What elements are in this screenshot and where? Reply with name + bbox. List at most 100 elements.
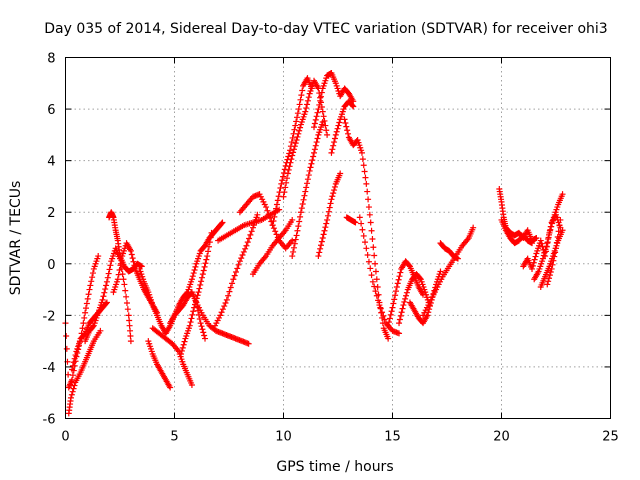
data-point: [335, 122, 342, 129]
data-point: [291, 240, 298, 247]
data-point: [329, 193, 336, 200]
data-point: [223, 296, 230, 303]
data-point: [290, 244, 297, 251]
data-point: [330, 190, 337, 197]
data-point: [372, 260, 379, 267]
data-point: [106, 266, 113, 273]
data-point: [63, 332, 70, 339]
data-point: [393, 283, 400, 290]
y-tick-label: -4: [43, 361, 56, 376]
data-point: [180, 341, 187, 348]
data-point: [324, 216, 331, 223]
data-point: [199, 271, 206, 278]
series-arc21: [311, 69, 357, 131]
data-point: [308, 160, 315, 167]
data-point: [102, 286, 109, 293]
data-point: [377, 305, 384, 312]
data-point: [319, 108, 326, 115]
data-point: [391, 296, 398, 303]
data-point: [551, 253, 558, 260]
data-point: [470, 224, 477, 231]
data-point: [288, 139, 295, 146]
data-point: [319, 235, 326, 241]
series-arc7: [136, 265, 191, 337]
data-point: [364, 188, 371, 195]
plot-frame: [65, 57, 611, 419]
data-point: [204, 253, 211, 260]
data-point: [297, 209, 304, 216]
data-point: [363, 245, 370, 252]
data-point: [329, 146, 336, 153]
data-point: [331, 135, 338, 142]
data-point: [287, 159, 294, 166]
data-point: [287, 147, 294, 154]
x-tick-label: 20: [493, 430, 510, 445]
data-point: [394, 280, 401, 287]
data-point: [121, 281, 128, 288]
data-point: [370, 244, 377, 251]
data-point: [70, 385, 77, 392]
data-point: [322, 224, 329, 231]
data-point: [299, 87, 306, 94]
data-point: [343, 123, 350, 130]
series-arc35: [531, 211, 564, 283]
data-point: [272, 209, 279, 216]
data-point: [219, 219, 226, 226]
data-point: [131, 262, 138, 269]
data-point: [219, 306, 226, 313]
series-arc13: [193, 299, 252, 347]
data-point: [376, 302, 383, 309]
axis-ticks: [65, 57, 611, 419]
data-point: [225, 292, 232, 299]
data-point: [544, 281, 551, 288]
data-point: [221, 303, 228, 310]
data-point: [264, 207, 271, 214]
data-point: [387, 311, 394, 318]
data-point: [280, 193, 287, 200]
data-point: [243, 242, 250, 249]
data-point: [189, 311, 196, 318]
data-point: [238, 255, 245, 262]
data-point: [402, 295, 409, 302]
data-point: [71, 355, 78, 362]
data-point: [278, 180, 285, 187]
data-point: [201, 263, 208, 270]
data-point: [274, 197, 281, 204]
data-point: [365, 204, 372, 211]
data-point: [84, 295, 91, 302]
data-point: [293, 232, 300, 239]
data-point: [276, 206, 283, 213]
y-tick-label: 0: [47, 258, 55, 273]
data-point: [323, 127, 330, 134]
data-point: [322, 122, 329, 129]
data-point: [361, 168, 368, 175]
data-point: [334, 125, 341, 132]
data-point: [358, 220, 365, 227]
data-point: [344, 127, 351, 134]
data-point: [331, 187, 338, 194]
data-point: [272, 228, 279, 235]
data-point: [557, 216, 564, 223]
series-arc28: [396, 271, 433, 327]
data-point: [227, 284, 234, 291]
data-point: [68, 391, 75, 398]
data-point: [369, 236, 376, 243]
y-tick-label: -2: [43, 309, 56, 324]
data-point: [556, 222, 563, 229]
data-point: [305, 94, 312, 101]
data-point: [100, 293, 107, 300]
data-point: [537, 237, 544, 244]
data-point: [196, 285, 203, 292]
y-tick-label: -6: [43, 413, 56, 428]
data-point: [367, 219, 374, 226]
data-point: [317, 93, 324, 100]
data-point: [359, 156, 366, 163]
series-arc26: [356, 214, 403, 337]
data-point: [190, 308, 197, 315]
data-point: [326, 204, 333, 211]
data-point: [365, 258, 372, 265]
data-point: [337, 170, 344, 177]
data-point: [71, 382, 78, 389]
data-point: [529, 265, 536, 272]
data-point: [217, 312, 224, 319]
